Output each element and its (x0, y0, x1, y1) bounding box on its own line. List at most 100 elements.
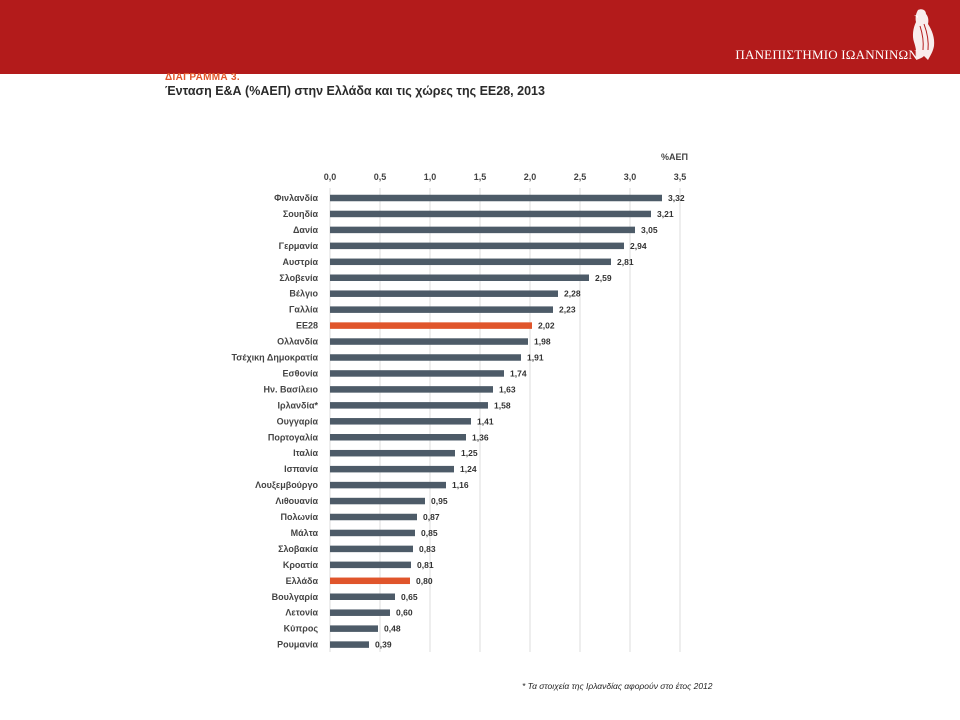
x-tick-label: 2,0 (524, 172, 537, 182)
bar (330, 290, 558, 297)
category-label: Βέλγιο (289, 289, 318, 299)
bar (330, 609, 390, 616)
category-label: Κροατία (283, 560, 319, 570)
header-bar (0, 0, 960, 74)
bar (330, 434, 466, 441)
value-label: 2,02 (538, 321, 555, 331)
category-label: Ελλάδα (286, 576, 319, 586)
category-label: Λετονία (285, 608, 318, 618)
figure-label: ΔΙΑΓΡΑΜΜΑ 3. (165, 72, 240, 83)
value-label: 0,95 (431, 496, 448, 506)
category-label: Δανία (293, 225, 319, 235)
bar (330, 210, 651, 218)
x-tick-label: 3,5 (674, 172, 687, 182)
bar (330, 561, 411, 569)
value-label: 1,16 (452, 480, 469, 490)
bar (330, 418, 471, 425)
x-tick-label: 0,5 (374, 172, 387, 182)
category-label: Γαλλία (289, 305, 318, 315)
value-label: 0,83 (419, 544, 436, 554)
value-label: 1,41 (477, 416, 494, 426)
eagle-logo-icon (912, 9, 935, 61)
value-label: 1,58 (494, 400, 511, 410)
category-label: Ρουμανία (277, 640, 318, 650)
category-label: Πολωνία (280, 512, 318, 522)
bar (330, 529, 415, 537)
value-label: 1,25 (461, 448, 478, 458)
bar (330, 465, 454, 473)
bar (330, 274, 589, 281)
value-label: 3,05 (641, 225, 658, 235)
bar (330, 226, 635, 234)
bar (330, 497, 425, 505)
category-label: Ιρλανδία* (278, 400, 319, 410)
value-label: 2,81 (617, 257, 634, 267)
value-label: 1,74 (510, 368, 527, 378)
value-label: 2,59 (595, 273, 612, 283)
x-tick-label: 1,0 (424, 172, 437, 182)
x-tick-label: 3,0 (624, 172, 637, 182)
unit-label: %ΑΕΠ (661, 152, 688, 162)
bar (330, 545, 413, 553)
bar (330, 481, 446, 489)
category-label: Γερμανία (279, 241, 319, 251)
x-tick-label: 0,0 (324, 172, 337, 182)
category-label: Ην. Βασίλειο (264, 384, 319, 394)
value-label: 0,80 (416, 576, 433, 586)
chart-title: Ένταση Ε&Α (%ΑΕΠ) στην Ελλάδα και τις χώ… (165, 84, 545, 98)
bar (330, 322, 532, 329)
bar (330, 354, 521, 361)
value-label: 0,48 (384, 624, 401, 634)
category-label: Βουλγαρία (272, 592, 319, 602)
value-label: 2,23 (559, 305, 576, 315)
bar (330, 370, 504, 377)
category-label: Εσθονία (282, 368, 318, 378)
value-label: 0,85 (421, 528, 438, 538)
category-label: Λιθουανία (275, 496, 318, 506)
category-label: ΕΕ28 (296, 321, 318, 331)
category-label: Τσέχικη Δημοκρατία (231, 353, 318, 363)
value-label: 1,24 (460, 464, 477, 474)
category-label: Πορτογαλία (268, 432, 319, 442)
category-label: Μάλτα (291, 528, 319, 538)
bar (330, 402, 488, 409)
value-label: 1,98 (534, 337, 551, 347)
value-label: 0,60 (396, 608, 413, 618)
bar (330, 513, 417, 521)
bar (330, 258, 611, 266)
value-label: 0,39 (375, 640, 392, 650)
footnote: * Τα στοιχεία της Ιρλανδίας αφορούν στο … (522, 681, 713, 691)
bar (330, 449, 455, 457)
bar (330, 593, 395, 600)
category-label: Κύπρος (284, 624, 319, 634)
category-label: Ολλανδία (277, 337, 318, 347)
value-label: 1,36 (472, 432, 489, 442)
category-label: Σλοβακία (278, 544, 318, 554)
bar (330, 577, 410, 585)
category-label: Λουξεμβούργο (255, 480, 318, 490)
category-label: Σλοβενία (279, 273, 318, 283)
value-label: 0,87 (423, 512, 440, 522)
bar (330, 641, 369, 648)
bar (330, 386, 493, 393)
value-label: 3,32 (668, 193, 685, 203)
x-tick-label: 2,5 (574, 172, 587, 182)
category-label: Σουηδία (283, 209, 319, 219)
bar (330, 194, 662, 202)
bar (330, 306, 553, 313)
bar (330, 625, 378, 632)
category-label: Ισπανία (284, 464, 318, 474)
value-label: 2,28 (564, 289, 581, 299)
category-label: Ουγγαρία (277, 416, 319, 426)
value-label: 1,91 (527, 353, 544, 363)
value-label: 3,21 (657, 209, 674, 219)
category-label: Ιταλία (293, 448, 318, 458)
bar (330, 242, 624, 250)
value-label: 1,63 (499, 384, 516, 394)
category-label: Αυστρία (282, 257, 318, 267)
x-tick-label: 1,5 (474, 172, 487, 182)
value-label: 0,65 (401, 592, 418, 602)
category-label: Φινλανδία (274, 193, 318, 203)
bar (330, 338, 528, 345)
